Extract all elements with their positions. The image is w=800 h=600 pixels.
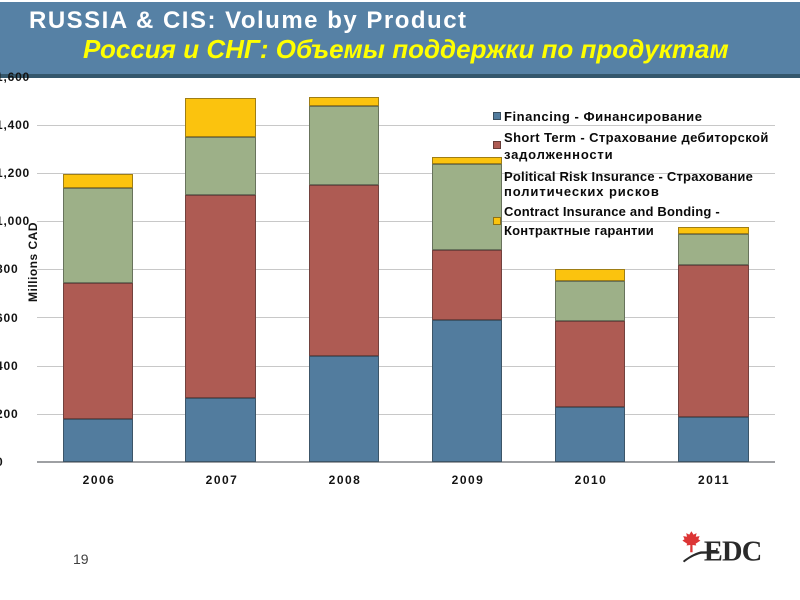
svg-text:EDC: EDC [704, 537, 762, 568]
